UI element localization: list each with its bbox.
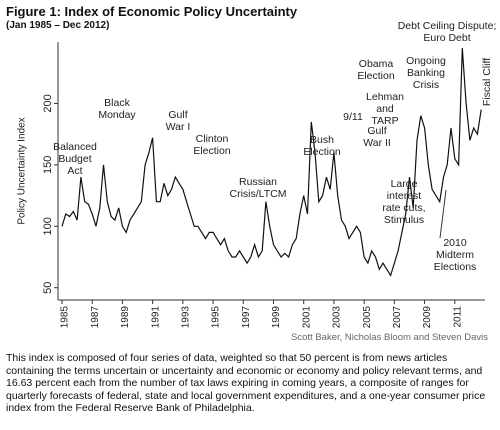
x-tick-label: 2003 <box>332 306 343 329</box>
annotation: Obama Election <box>357 58 395 82</box>
annotation-line: Crisis <box>413 79 439 91</box>
annotation: Debt Ceiling Dispute; Euro Debt <box>398 20 497 44</box>
annotation-line: Budget <box>58 153 91 165</box>
x-tick-label: 1995 <box>211 306 222 329</box>
annotation-line: Fiscal Cliff <box>481 58 493 106</box>
y-tick-label: 200 <box>42 94 54 112</box>
annotation-line: Clinton <box>196 133 229 145</box>
annotation: Clinton Election <box>193 133 231 157</box>
annotation-line: Ongoing <box>406 55 446 67</box>
annotation: Ongoing Banking Crisis <box>406 55 446 91</box>
annotation-line: Debt Ceiling Dispute; <box>398 20 497 32</box>
annotation-line: Bush <box>310 134 334 146</box>
annotation: Gulf War I <box>166 109 191 133</box>
annotation: 9/11 <box>343 111 363 123</box>
annotation-line: Balanced <box>53 141 97 153</box>
annotation: Balanced Budget Act <box>53 141 97 177</box>
annotation-line: 9/11 <box>343 111 363 123</box>
x-tick-label: 1991 <box>150 306 161 329</box>
annotation-line: Large <box>391 178 418 190</box>
chart: Policy Uncertainty Index 50 100 150 200 1985 1… <box>17 20 497 329</box>
annotation: Black Monday <box>98 97 136 121</box>
annotation-line: Gulf <box>168 109 187 121</box>
annotation-line: Lehman <box>366 91 404 103</box>
y-tick-label: 150 <box>42 156 54 174</box>
annotation-line: Election <box>303 146 341 158</box>
x-tick-label: 1985 <box>60 306 71 329</box>
caption: This index is composed of four series of… <box>6 352 486 414</box>
chart-subtitle: (Jan 1985 – Dec 2012) <box>6 20 110 31</box>
annotation: Gulf War II <box>363 125 391 149</box>
annotation-line: Elections <box>434 261 477 273</box>
x-tick-label: 2009 <box>422 306 433 329</box>
source: Scott Baker, Nicholas Bloom and Steven D… <box>291 332 488 343</box>
series-line <box>61 48 482 277</box>
annotation-line: Black <box>104 97 130 109</box>
annotation-line: Euro Debt <box>423 32 470 44</box>
x-tick-label: 1993 <box>180 306 191 329</box>
annotation-line: Election <box>193 145 231 157</box>
annotation-line: War I <box>166 121 191 133</box>
annotation-line: and <box>376 103 394 115</box>
y-axis-label: Policy Uncertainty Index <box>17 117 28 224</box>
annotation-line: Monday <box>98 109 136 121</box>
chart-title: Figure 1: Index of Economic Policy Uncer… <box>6 4 298 19</box>
annotation-line: Crisis/LTCM <box>230 188 287 200</box>
y-tick-label: 100 <box>42 217 54 235</box>
annotation: Russian Crisis/LTCM <box>230 176 287 200</box>
y-tick-label: 50 <box>42 282 54 294</box>
x-tick-label: 1999 <box>271 306 282 329</box>
annotation-line: TARP <box>371 115 398 127</box>
annotation-line: interest <box>387 190 422 202</box>
annotation-line: Russian <box>239 176 277 188</box>
annotation: Fiscal Cliff <box>481 58 493 106</box>
annotation-line: 2010 <box>443 237 467 249</box>
annotation-line: Act <box>67 165 82 177</box>
x-tick-label: 2001 <box>301 306 312 329</box>
annotation-pointer <box>439 189 447 239</box>
x-tick-label: 1987 <box>90 306 101 329</box>
annotation-line: Obama <box>359 58 394 70</box>
annotation-line: Banking <box>407 67 445 79</box>
annotation-line: Gulf <box>367 125 386 137</box>
annotation: Bush Election <box>303 134 341 158</box>
annotation-line: Election <box>357 70 395 82</box>
x-tick-label: 1997 <box>241 306 252 329</box>
x-tick-label: 1989 <box>120 306 131 329</box>
annotation: 2010 Midterm Elections <box>434 237 477 273</box>
annotation-line: Midterm <box>436 249 474 261</box>
annotation-line: rate cuts, <box>382 202 425 214</box>
annotation: Large interest rate cuts, Stimulus <box>382 178 425 226</box>
annotation: Lehman and TARP <box>366 91 404 127</box>
x-tick-label: 2005 <box>362 306 373 329</box>
x-tick-label: 2011 <box>452 306 463 328</box>
annotation-line: War II <box>363 137 391 149</box>
x-tick-label: 2007 <box>392 306 403 329</box>
annotation-line: Stimulus <box>384 214 424 226</box>
